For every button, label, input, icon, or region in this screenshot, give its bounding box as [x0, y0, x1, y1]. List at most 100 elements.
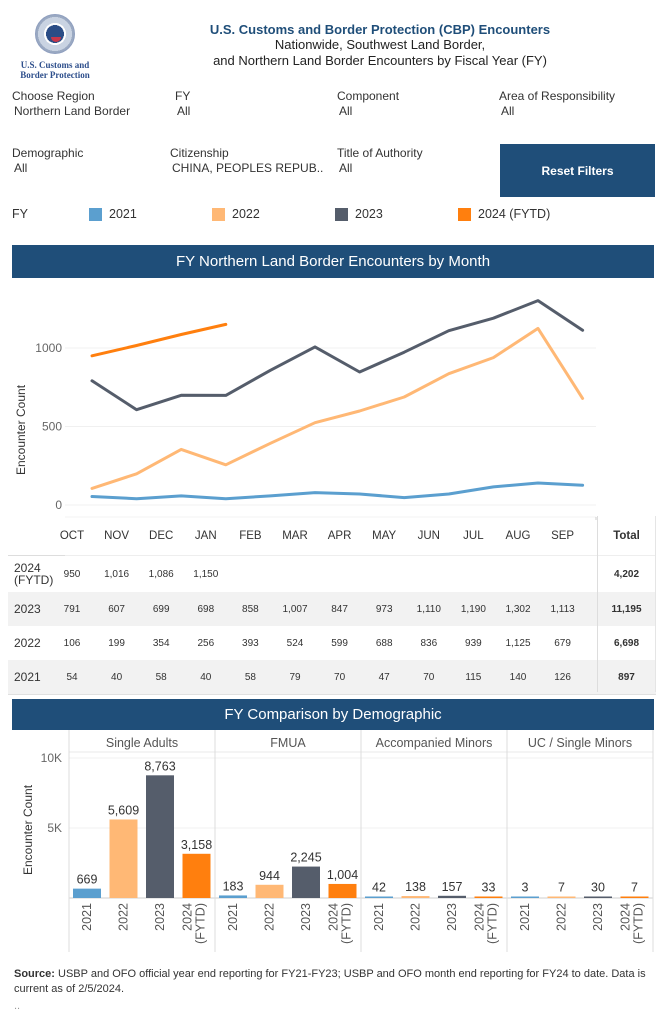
- x-tick-label: 2021: [226, 903, 240, 931]
- panel-uc-single-minors: UC / Single Minors 3 2021 7 2022 30 2023 7 2024(…: [511, 736, 649, 944]
- data-point[interactable]: [90, 354, 94, 358]
- legend-item-2022[interactable]: 2022: [212, 207, 260, 221]
- legend-label: 2021: [109, 207, 137, 221]
- bar[interactable]: [620, 896, 649, 899]
- filter-citizenship[interactable]: Citizenship CHINA, PEOPLES REPUB..: [170, 146, 323, 175]
- legend-item-2021[interactable]: 2021: [89, 207, 137, 221]
- bar[interactable]: [182, 853, 211, 898]
- series-line-2023[interactable]: [90, 299, 585, 412]
- data-point[interactable]: [179, 447, 183, 451]
- data-point[interactable]: [402, 496, 406, 500]
- data-point[interactable]: [179, 332, 183, 336]
- bar[interactable]: [255, 884, 284, 898]
- filter-area-of-responsibility[interactable]: Area of Responsibility All: [499, 89, 615, 118]
- table-cell: 950: [63, 568, 81, 580]
- series-line-2021[interactable]: [90, 481, 585, 501]
- data-point[interactable]: [358, 370, 362, 374]
- data-point[interactable]: [581, 483, 585, 487]
- table-cell: 256: [197, 637, 215, 649]
- filter-choose-region[interactable]: Choose Region Northern Land Border: [12, 89, 130, 118]
- data-point[interactable]: [179, 494, 183, 498]
- data-point[interactable]: [224, 463, 228, 467]
- filter-title-of-authority[interactable]: Title of Authority All: [337, 146, 423, 175]
- x-tick-label: 2023: [299, 903, 313, 931]
- data-point[interactable]: [313, 491, 317, 495]
- table-cell: 858: [242, 603, 259, 615]
- bar[interactable]: [73, 888, 101, 898]
- bar[interactable]: [511, 896, 539, 899]
- data-point[interactable]: [313, 345, 317, 349]
- data-point[interactable]: [224, 393, 228, 397]
- filter-value[interactable]: All: [14, 161, 28, 175]
- legend-item-2023[interactable]: 2023: [335, 207, 383, 221]
- data-point[interactable]: [224, 322, 228, 326]
- bar[interactable]: [401, 896, 430, 898]
- data-point[interactable]: [90, 495, 94, 499]
- data-point[interactable]: [581, 328, 585, 332]
- data-point[interactable]: [402, 395, 406, 399]
- data-point[interactable]: [536, 481, 540, 485]
- data-point[interactable]: [402, 350, 406, 354]
- filter-value[interactable]: Northern Land Border: [14, 104, 131, 118]
- filter-value[interactable]: CHINA, PEOPLES REPUB..: [172, 161, 324, 175]
- data-point[interactable]: [491, 356, 495, 360]
- data-point[interactable]: [268, 368, 272, 372]
- row-header-line: (FYTD): [14, 573, 54, 587]
- data-point[interactable]: [90, 379, 94, 383]
- data-point[interactable]: [135, 343, 139, 347]
- data-point[interactable]: [491, 316, 495, 320]
- table-cell: 47: [378, 671, 390, 683]
- reset-filters-button[interactable]: Reset Filters: [500, 144, 655, 197]
- table-cell: 40: [111, 671, 123, 683]
- filter-value[interactable]: All: [177, 104, 191, 118]
- monthly-table: OCT NOV DEC JAN FEB MAR APR MAY JUN JUL AUG SEP Tota…: [8, 516, 656, 695]
- table-cell: 393: [242, 637, 259, 649]
- data-point[interactable]: [447, 492, 451, 496]
- data-point[interactable]: [447, 372, 451, 376]
- bar[interactable]: [474, 896, 503, 899]
- data-point[interactable]: [536, 299, 540, 303]
- source-text: USBP and OFO official year end reporting…: [14, 968, 646, 995]
- data-point[interactable]: [224, 497, 228, 501]
- bar[interactable]: [219, 895, 247, 898]
- table-cell: 1,150: [193, 568, 219, 580]
- legend-label: 2023: [355, 207, 383, 221]
- data-point[interactable]: [90, 486, 94, 490]
- panel-single-adults: Single Adults 669 2021 5,609 2022 8,763 2023 3,…: [73, 736, 212, 944]
- data-point[interactable]: [135, 472, 139, 476]
- series-line-2022[interactable]: [90, 326, 585, 490]
- data-point[interactable]: [179, 393, 183, 397]
- filter-value[interactable]: All: [339, 104, 353, 118]
- series-line-2024[interactable]: [90, 322, 228, 358]
- bar[interactable]: [584, 896, 612, 899]
- data-point[interactable]: [581, 396, 585, 400]
- data-point[interactable]: [536, 326, 540, 330]
- filter-component[interactable]: Component All: [337, 89, 399, 118]
- data-point[interactable]: [135, 497, 139, 501]
- data-point[interactable]: [268, 441, 272, 445]
- bar[interactable]: [547, 896, 576, 899]
- legend-item-2024[interactable]: 2024 (FYTD): [458, 207, 550, 221]
- table-cell: 688: [375, 637, 393, 649]
- data-point[interactable]: [135, 408, 139, 412]
- panel-fmua: FMUA 183 2021 944 2022 2,245 2023 1,004 2024 (FYT…: [219, 736, 358, 944]
- data-point[interactable]: [268, 494, 272, 498]
- data-point[interactable]: [491, 485, 495, 489]
- filter-demographic[interactable]: Demographic All: [12, 146, 83, 175]
- filter-fy[interactable]: FY All: [175, 89, 190, 118]
- data-point[interactable]: [358, 492, 362, 496]
- bar[interactable]: [365, 896, 393, 899]
- data-point[interactable]: [313, 421, 317, 425]
- data-point[interactable]: [447, 329, 451, 333]
- bar[interactable]: [109, 819, 138, 898]
- bar[interactable]: [438, 895, 466, 898]
- bar[interactable]: [328, 883, 357, 898]
- table-cell: 1,113: [550, 603, 575, 615]
- data-point[interactable]: [358, 409, 362, 413]
- bar[interactable]: [146, 775, 174, 898]
- filter-value[interactable]: All: [339, 161, 353, 175]
- table-right-border: [655, 516, 656, 692]
- bar[interactable]: [292, 866, 320, 898]
- demographic-section-title: FY Comparison by Demographic: [224, 706, 442, 723]
- filter-value[interactable]: All: [501, 104, 515, 118]
